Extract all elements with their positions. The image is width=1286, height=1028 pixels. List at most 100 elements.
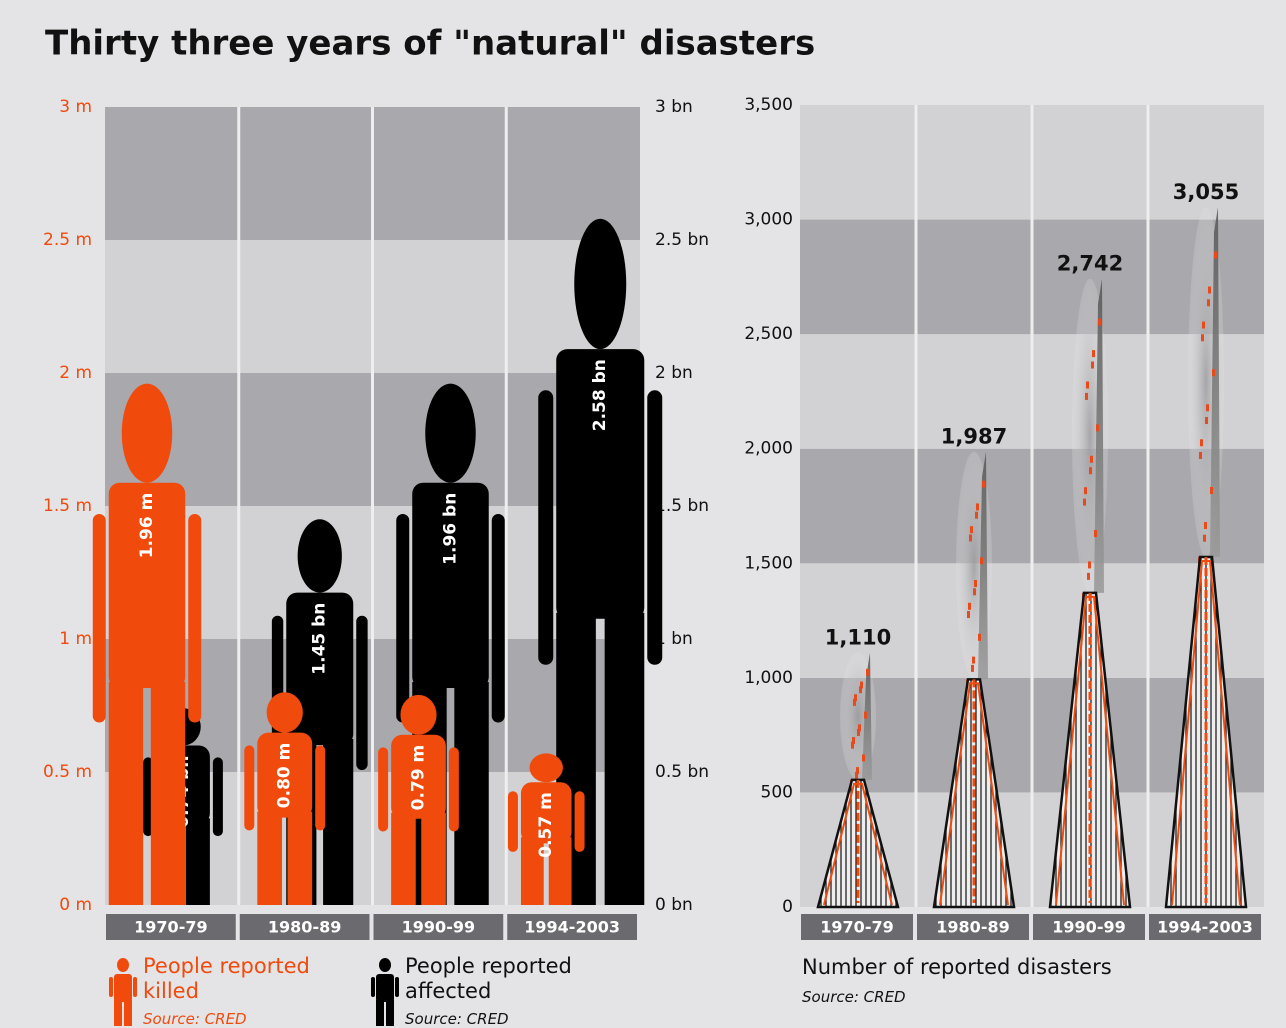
y2-tick-label: 0 bn	[655, 895, 693, 915]
ember	[854, 694, 857, 702]
ember	[1202, 321, 1205, 329]
figure-arm	[647, 390, 663, 665]
ember	[1089, 467, 1092, 475]
figure-leg	[287, 811, 313, 905]
person-figure: 0.57 m	[507, 753, 585, 905]
smoke-spike	[1210, 206, 1220, 557]
y2-tick-label: 0.5 bn	[655, 762, 709, 782]
ember	[853, 698, 856, 706]
category-bar	[801, 914, 913, 940]
ember	[968, 602, 971, 610]
figure-arm	[92, 513, 106, 723]
ember	[860, 681, 863, 689]
ember	[971, 664, 974, 672]
figure-leg	[548, 837, 572, 905]
figure-arm	[491, 513, 505, 723]
figure-torso	[412, 482, 489, 689]
figure-torso	[556, 349, 645, 619]
ember	[866, 668, 869, 676]
ember	[978, 633, 981, 641]
data-label: 1.96 m	[137, 493, 157, 559]
data-label: 1.45 bn	[310, 603, 330, 675]
cone	[816, 778, 900, 909]
ember	[1200, 439, 1203, 447]
ember	[857, 728, 860, 736]
category-bar	[1033, 914, 1145, 940]
figure-leg	[257, 811, 283, 905]
y-tick-label: 3,500	[744, 95, 793, 115]
figure-head	[425, 383, 476, 483]
ember	[851, 741, 854, 749]
x-tick-label: 1994-2003	[1157, 918, 1253, 937]
figure-arm	[212, 757, 223, 837]
figure-torso	[108, 482, 186, 689]
figure-torso	[520, 782, 572, 844]
y2-tick-label: 3 bn	[655, 97, 693, 117]
ember	[852, 737, 855, 745]
ember	[1092, 350, 1095, 358]
y2-tick-label: 1 bn	[655, 629, 693, 649]
ember	[967, 611, 970, 619]
ember	[1199, 451, 1202, 459]
figure-leg	[108, 682, 144, 905]
y-tick-label: 2,500	[744, 324, 793, 344]
ember	[1204, 521, 1207, 529]
ember	[1088, 561, 1091, 569]
ember	[1212, 369, 1215, 377]
person-figure: 0.80 m	[244, 692, 326, 905]
figure-leg	[150, 682, 186, 905]
y-tick-label: 1.5 m	[43, 496, 92, 516]
y-tick-label: 0	[782, 897, 793, 917]
ember	[1201, 334, 1204, 342]
person-figure: 2.58 bn	[538, 218, 663, 905]
ember	[1207, 299, 1210, 307]
y-tick-label: 2 m	[59, 363, 92, 383]
y-tick-label: 3,000	[744, 210, 793, 230]
figure-arm	[378, 747, 389, 832]
volcano: 1,110	[816, 626, 900, 909]
ember	[1091, 361, 1094, 369]
figure-head	[266, 692, 303, 733]
y-tick-label: 0.5 m	[43, 762, 92, 782]
figure-leg	[421, 812, 446, 905]
ember	[1083, 498, 1086, 506]
x-tick-label: 1970-79	[134, 918, 207, 937]
ember	[1203, 534, 1206, 542]
figure-arm	[143, 757, 154, 837]
y-tick-label: 1,500	[744, 553, 793, 573]
ember	[973, 588, 976, 596]
figure-torso	[257, 732, 313, 818]
figure-leg	[604, 612, 645, 905]
figure-arm	[538, 390, 554, 665]
y-tick-label: 1,000	[744, 668, 793, 688]
ember	[975, 511, 978, 519]
figure-leg	[185, 818, 210, 905]
ember	[1086, 381, 1089, 389]
ember	[1098, 318, 1101, 326]
y-tick-label: 2.5 m	[43, 230, 92, 250]
figure-leg	[454, 682, 489, 905]
ember	[1085, 392, 1088, 400]
smoke-spike	[978, 451, 988, 680]
data-label: 0.57 m	[536, 792, 556, 858]
ember	[976, 503, 979, 511]
ember	[856, 767, 859, 775]
ember	[1096, 424, 1099, 432]
data-label: 2.58 bn	[590, 359, 610, 431]
ember	[1205, 416, 1208, 424]
smoke-spike	[1094, 278, 1104, 593]
figure-arm	[448, 747, 459, 832]
ember	[1208, 286, 1211, 294]
figure-torso	[391, 734, 446, 819]
figure-arm	[507, 791, 518, 852]
data-label: 3,055	[1173, 180, 1239, 204]
ember	[859, 686, 862, 694]
page-title: Thirty three years of "natural" disaster…	[45, 24, 815, 64]
ember	[862, 754, 865, 762]
ember	[972, 656, 975, 664]
figure-arm	[356, 615, 368, 771]
x-axis-label: Number of reported disasters	[802, 955, 1112, 979]
ember	[1210, 486, 1213, 494]
x-tick-label: 1980-89	[268, 918, 341, 937]
figure-arm	[244, 745, 255, 831]
